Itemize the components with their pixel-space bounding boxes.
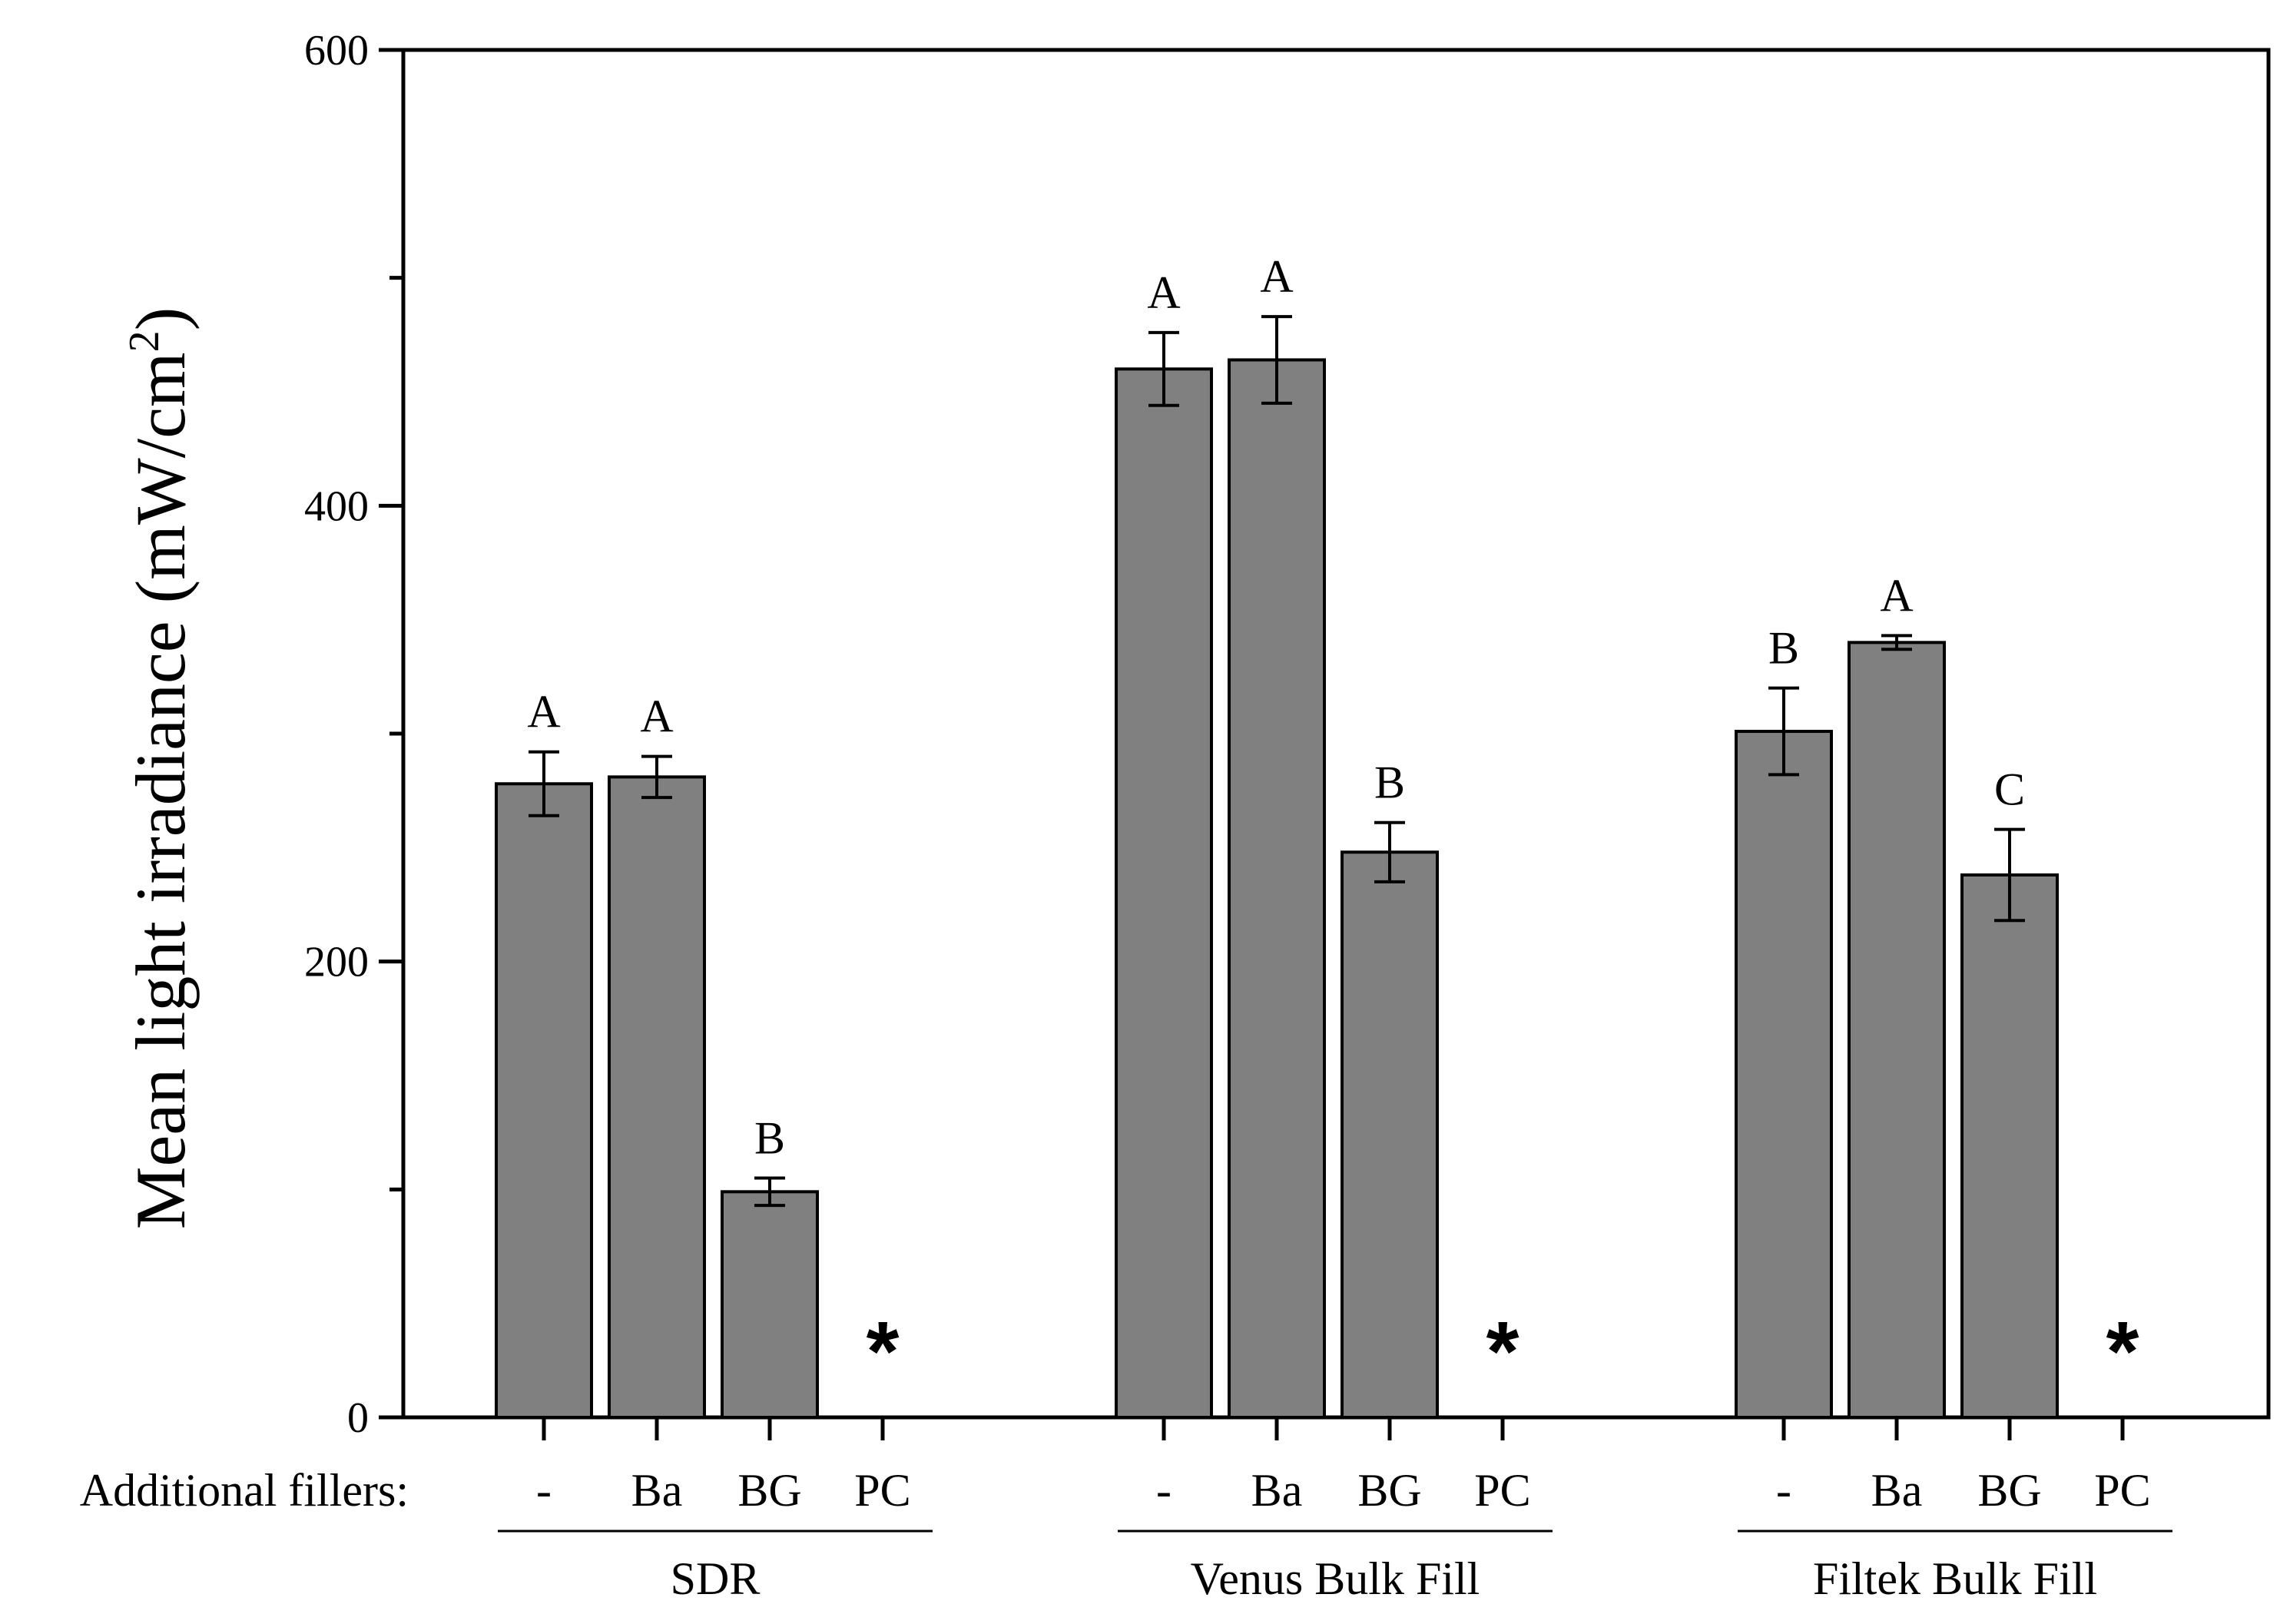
group-label: Venus Bulk Fill <box>1191 1553 1480 1604</box>
category-label: BG <box>737 1465 801 1516</box>
error-bar <box>1148 330 1179 407</box>
error-bar <box>1881 634 1912 651</box>
category-label: - <box>536 1465 552 1516</box>
category-label: PC <box>1474 1465 1530 1516</box>
category-label: BG <box>1357 1465 1421 1516</box>
no-transmission-asterisk: * <box>1486 1304 1519 1399</box>
category-label: Ba <box>1251 1465 1303 1516</box>
group-label: SDR <box>671 1553 761 1604</box>
bar <box>1848 641 1946 1419</box>
error-bar <box>529 750 559 817</box>
bar <box>721 1190 819 1420</box>
significance-letter: B <box>754 1113 785 1164</box>
bars <box>495 315 2059 1420</box>
no-transmission-asterisk: * <box>867 1304 900 1399</box>
no-transmission-asterisk: * <box>2106 1304 2139 1399</box>
bar <box>1735 730 1833 1419</box>
group-label: Filtek Bulk Fill <box>1813 1553 2097 1604</box>
category-label: PC <box>2094 1465 2150 1516</box>
additional-fillers-label: Additional fillers: <box>80 1465 409 1516</box>
error-bar <box>641 754 672 800</box>
y-axis-label-superscript: 2 <box>121 330 168 352</box>
y-axis-label-close: ) <box>121 307 200 331</box>
bar <box>1115 367 1213 1419</box>
error-bar <box>1374 820 1405 883</box>
significance-letter: A <box>1260 251 1293 302</box>
bar <box>1228 358 1326 1419</box>
y-axis-label-main: Mean light irradiance (mW/cm <box>121 352 200 1229</box>
significance-letter: A <box>527 687 560 737</box>
bar <box>495 782 593 1419</box>
y-tick-label: 400 <box>304 482 369 530</box>
error-bar <box>754 1176 785 1208</box>
bar <box>608 775 706 1419</box>
error-bar <box>1261 315 1292 405</box>
bar <box>1960 873 2059 1419</box>
category-label: BG <box>1977 1465 2041 1516</box>
error-bar <box>1994 827 2025 923</box>
category-label: PC <box>854 1465 910 1516</box>
significance-letter: A <box>1147 267 1180 318</box>
category-label: - <box>1776 1465 1791 1516</box>
category-label: - <box>1156 1465 1172 1516</box>
bar <box>1341 850 1439 1420</box>
category-label: Ba <box>631 1465 683 1516</box>
significance-letter: B <box>1768 623 1799 674</box>
significance-letter: A <box>640 691 673 742</box>
category-label: Ba <box>1871 1465 1923 1516</box>
significance-letter: B <box>1374 757 1405 808</box>
y-axis-label: Mean light irradiance (mW/cm2) <box>121 307 200 1230</box>
significance-letter: A <box>1880 570 1913 621</box>
y-tick-label: 200 <box>304 939 369 986</box>
y-tick-label: 600 <box>304 27 369 75</box>
error-bar <box>1768 686 1799 777</box>
significance-letter: C <box>1994 764 2025 815</box>
axes: 0 200 400 600 <box>304 27 2271 1442</box>
labels: - A Ba A BG B PC * SDR - A Ba A BG B PC * Venus Bulk Fill… <box>498 251 2172 1604</box>
y-tick-label: 0 <box>347 1394 369 1442</box>
